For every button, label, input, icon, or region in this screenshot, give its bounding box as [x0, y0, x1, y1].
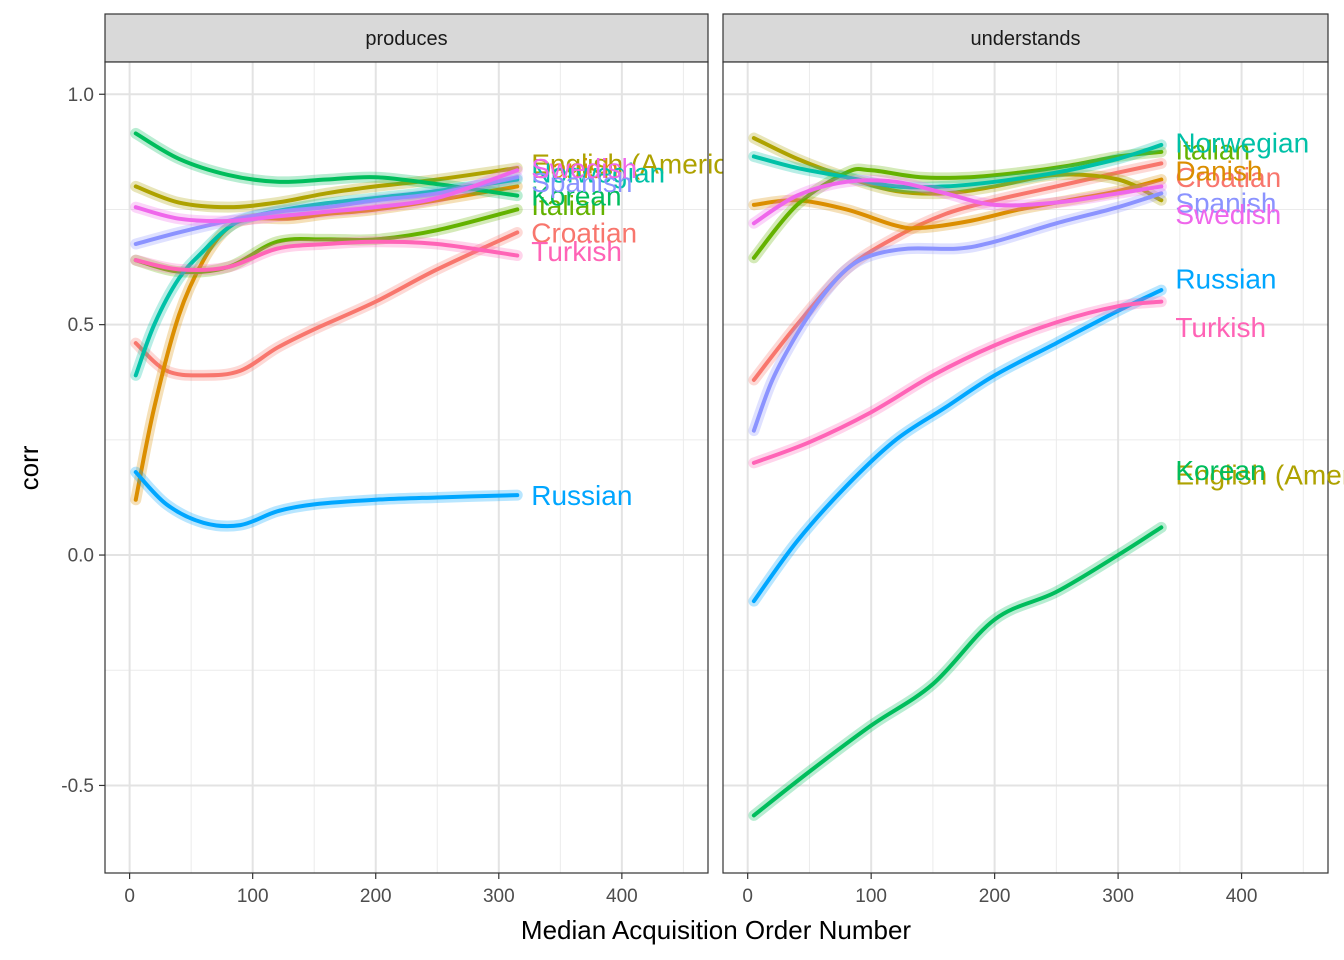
series-line-russian	[751, 288, 1164, 604]
x-tick-label: 0	[124, 886, 135, 907]
series-label-italian: Italian	[1175, 135, 1250, 166]
strip-header	[104, 13, 709, 63]
x-tick-label: 0	[742, 886, 753, 907]
series-label-korean: Korean	[531, 181, 621, 212]
series-line-turkish	[133, 239, 520, 273]
panel-border	[104, 61, 709, 874]
y-tick-label: 0.5	[68, 315, 94, 336]
x-tick-label: 200	[360, 886, 392, 907]
series-line-korean	[133, 131, 520, 198]
series-lines	[748, 132, 1167, 821]
series-label-russian: Russian	[531, 480, 632, 511]
strip-header	[722, 13, 1329, 63]
x-tick-label: 300	[483, 886, 515, 907]
panel-background	[723, 62, 1328, 873]
series-label-danish: Danish	[1175, 155, 1262, 186]
series-label-swedish: Swedish	[1175, 199, 1281, 230]
y-tick-label: -0.5	[61, 776, 94, 797]
series-label-danish: Danish	[531, 153, 618, 184]
series-label-croatian: Croatian	[1175, 162, 1281, 193]
y-axis-title: corr	[14, 445, 44, 490]
series-label-turkish: Turkish	[1175, 312, 1266, 343]
series-line-korean	[751, 525, 1164, 818]
y-tick-label: 0.0	[68, 546, 94, 567]
series-line-turkish	[751, 299, 1164, 465]
x-tick-label: 100	[855, 886, 887, 907]
x-tick-label: 400	[606, 886, 638, 907]
series-line-english-american	[133, 165, 520, 210]
series-label-russian: Russian	[1175, 264, 1276, 295]
series-line-croatian	[133, 230, 520, 378]
series-label-english-american: English (American)	[1175, 459, 1344, 490]
strip-label: produces	[365, 28, 447, 50]
panel-border	[722, 61, 1329, 874]
x-tick-label: 200	[979, 886, 1011, 907]
series-lines	[130, 127, 523, 532]
series-label-korean: Korean	[1175, 455, 1265, 486]
series-label-norwegian: Norwegian	[531, 158, 665, 189]
y-tick-label: 1.0	[68, 85, 94, 106]
series-line-swedish	[133, 168, 520, 224]
series-label-italian: Italian	[531, 190, 606, 221]
series-label-croatian: Croatian	[531, 217, 637, 248]
series-line-spanish	[133, 175, 520, 247]
x-tick-label: 300	[1102, 886, 1134, 907]
x-tick-label: 400	[1226, 886, 1258, 907]
series-label-spanish: Spanish	[531, 167, 632, 198]
x-axis-title: Median Acquisition Order Number	[521, 915, 912, 945]
panels: -0.5 0.0 0.5 1.0 produces 0 100 200 300 400 Croati…	[61, 13, 1344, 907]
series-label-spanish: Spanish	[1175, 188, 1276, 219]
strip-label: understands	[970, 28, 1080, 50]
series-line-spanish	[751, 191, 1164, 433]
series-line-swedish	[751, 178, 1164, 226]
series-label-swedish: Swedish	[531, 153, 637, 184]
series-label-turkish: Turkish	[531, 236, 622, 267]
series-line-norwegian	[751, 142, 1164, 190]
series-label-norwegian: Norwegian	[1175, 128, 1309, 159]
x-tick-label: 100	[237, 886, 269, 907]
series-line-russian	[133, 470, 520, 529]
